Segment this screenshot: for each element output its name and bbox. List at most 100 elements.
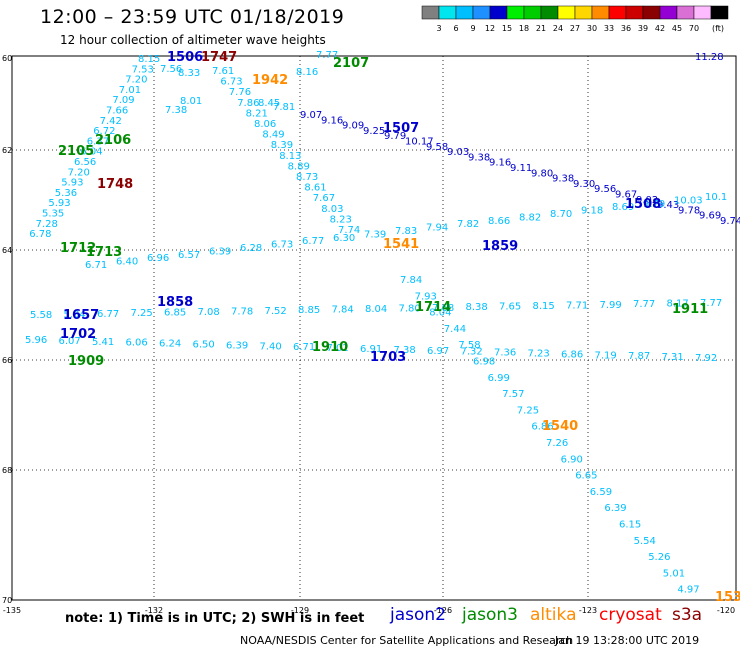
swh-value: 7.36: [494, 348, 516, 359]
swh-value: 8.49: [262, 130, 284, 141]
swh-value: 7.92: [695, 353, 717, 364]
swh-value: 5.41: [92, 337, 114, 348]
swh-value: 5.58: [30, 310, 52, 321]
colorbar-label: 24: [553, 24, 563, 33]
swh-value: 8.04: [365, 304, 387, 315]
swh-value: 9.03: [447, 147, 469, 158]
pass-time-label: 1702: [60, 327, 96, 342]
swh-value: 5.84: [64, 309, 86, 320]
swh-value: 6.85: [164, 308, 186, 319]
swh-value: 8.82: [519, 212, 541, 223]
map-subtitle: 12 hour collection of altimeter wave hei…: [60, 33, 326, 47]
swh-value: 6.24: [159, 339, 181, 350]
swh-value: 6.77: [302, 236, 324, 247]
swh-value: 7.38: [165, 105, 187, 116]
pass-time-label: 1712: [60, 241, 96, 256]
longitude-label: -123: [579, 606, 597, 615]
swh-value: 8.01: [180, 96, 202, 107]
swh-value: 7.65: [499, 302, 521, 313]
swh-value: 9.09: [342, 121, 364, 132]
longitude-label: -132: [145, 606, 163, 615]
swh-value: 8.23: [330, 214, 352, 225]
swh-value: 8.03: [321, 204, 343, 215]
swh-value: 8.66: [488, 216, 510, 227]
swh-value: 7.77: [700, 298, 722, 309]
latitude-label: 70: [2, 596, 12, 605]
swh-value: 7.99: [600, 300, 622, 311]
colorbar-label: 21: [536, 24, 546, 33]
swh-value: 10.1: [705, 192, 727, 203]
swh-value: 7.25: [131, 308, 153, 319]
swh-value: 7.09: [112, 95, 134, 106]
satellite-altika: altika: [530, 605, 577, 625]
swh-value: 5.96: [25, 335, 47, 346]
swh-value: 4.97: [677, 585, 699, 596]
swh-value: 7.57: [502, 389, 524, 400]
swh-value: 7.66: [106, 106, 128, 117]
swh-value: 6.98: [473, 357, 495, 368]
pass-time-label: 1507: [383, 121, 419, 136]
swh-value: 6.91: [360, 344, 382, 355]
swh-value: 8.39: [271, 140, 293, 151]
swh-value: 7.31: [662, 352, 684, 363]
swh-value: 6.06: [126, 338, 148, 349]
latitude-label: 64: [2, 246, 12, 255]
swh-value: 7.67: [313, 193, 335, 204]
swh-value: 7.87: [628, 351, 650, 362]
swh-value: 6.37: [87, 136, 109, 147]
swh-value: 9.43: [657, 200, 679, 211]
swh-value: 10.03: [674, 195, 703, 206]
satellite-s3a: s3a: [672, 605, 703, 625]
swh-value: 7.20: [125, 75, 147, 86]
swh-value: 6.04: [80, 147, 102, 158]
swh-value: 6.96: [147, 253, 169, 264]
swh-value: 9.25: [363, 126, 385, 137]
swh-value: 8.15: [533, 301, 555, 312]
longitude-label: -135: [3, 606, 21, 615]
swh-value: 6.77: [97, 309, 119, 320]
swh-value: 8.15: [138, 54, 160, 65]
swh-value: 7.53: [132, 64, 154, 75]
swh-value: 7.68: [432, 303, 454, 314]
swh-value: 9.80: [531, 168, 553, 179]
swh-value: 9.38: [552, 174, 574, 185]
swh-value: 9.38: [468, 152, 490, 163]
map-title: 12:00 – 23:59 UTC 01/18/2019: [40, 6, 345, 28]
colorbar-label: 33: [604, 24, 614, 33]
swh-value: 7.81: [273, 102, 295, 113]
swh-value: 7.74: [338, 225, 360, 236]
latitude-label: 66: [2, 356, 12, 365]
swh-value: 11.28: [695, 52, 724, 63]
swh-value: 7.83: [395, 226, 417, 237]
colorbar-label: 36: [621, 24, 631, 33]
swh-value: 5.01: [663, 568, 685, 579]
swh-value: 6.65: [575, 471, 597, 482]
pass-time-label: 2106: [95, 133, 131, 148]
swh-value: 7.84: [400, 275, 422, 286]
swh-value: 7.78: [231, 306, 253, 317]
swh-value: 8.85: [298, 305, 320, 316]
swh-value: 8.06: [254, 119, 276, 130]
swh-value: 8.70: [550, 209, 572, 220]
swh-value: 7.82: [457, 219, 479, 230]
swh-value: 7.77: [316, 50, 338, 61]
swh-value: 8.13: [279, 151, 301, 162]
colorbar-label: 30: [587, 24, 597, 33]
longitude-label: -120: [717, 606, 735, 615]
swh-value: 7.93: [415, 291, 437, 302]
swh-value: 6.86: [561, 349, 583, 360]
swh-value: 9.16: [489, 158, 511, 169]
swh-value: 7.28: [36, 219, 58, 230]
swh-value: 6.15: [619, 520, 641, 531]
swh-value: 9.67: [615, 190, 637, 201]
swh-value: 5.54: [634, 536, 656, 547]
colorbar-label: 15: [502, 24, 512, 33]
swh-value: 8.16: [296, 67, 318, 78]
swh-value: 8.21: [246, 108, 268, 119]
swh-value: 6.39: [209, 246, 231, 257]
swh-value: 7.39: [364, 229, 386, 240]
swh-value: 6.97: [427, 346, 449, 357]
colorbar-label: 12: [485, 24, 495, 33]
swh-value: 8.61: [304, 183, 326, 194]
pass-time-label: 1713: [86, 245, 122, 260]
